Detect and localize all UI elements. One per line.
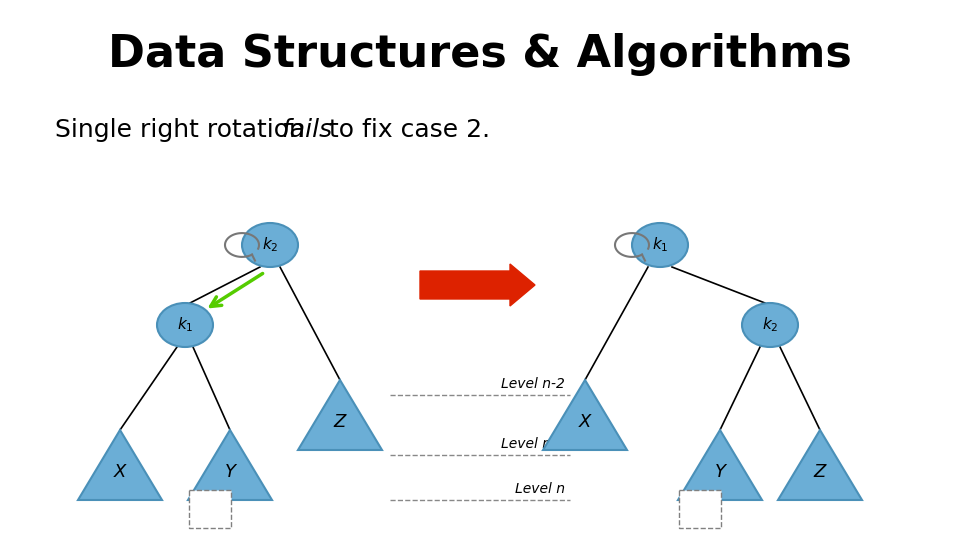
Polygon shape [78,430,162,500]
Ellipse shape [742,303,798,347]
Text: Single right rotation: Single right rotation [55,118,313,142]
Text: Y: Y [714,463,726,481]
Text: X: X [114,463,126,481]
FancyBboxPatch shape [189,490,231,528]
Polygon shape [298,380,382,450]
Text: $k_2$: $k_2$ [761,316,779,334]
Text: $k_1$: $k_1$ [652,235,668,254]
Text: Data Structures & Algorithms: Data Structures & Algorithms [108,33,852,77]
FancyBboxPatch shape [679,490,721,528]
Polygon shape [678,430,762,500]
Polygon shape [778,430,862,500]
Text: fails: fails [281,118,332,142]
Text: Y: Y [225,463,235,481]
Ellipse shape [242,223,298,267]
Text: Level n-2: Level n-2 [501,377,565,391]
Text: Level n: Level n [515,482,565,496]
Text: $k_2$: $k_2$ [262,235,278,254]
FancyArrow shape [420,264,535,306]
Ellipse shape [632,223,688,267]
Text: Z: Z [814,463,827,481]
Polygon shape [188,430,272,500]
Text: to fix case 2.: to fix case 2. [321,118,491,142]
Text: Level n-1: Level n-1 [501,437,565,451]
Text: X: X [579,413,591,431]
Polygon shape [543,380,627,450]
Text: Z: Z [334,413,347,431]
Text: $k_1$: $k_1$ [177,316,193,334]
Ellipse shape [157,303,213,347]
